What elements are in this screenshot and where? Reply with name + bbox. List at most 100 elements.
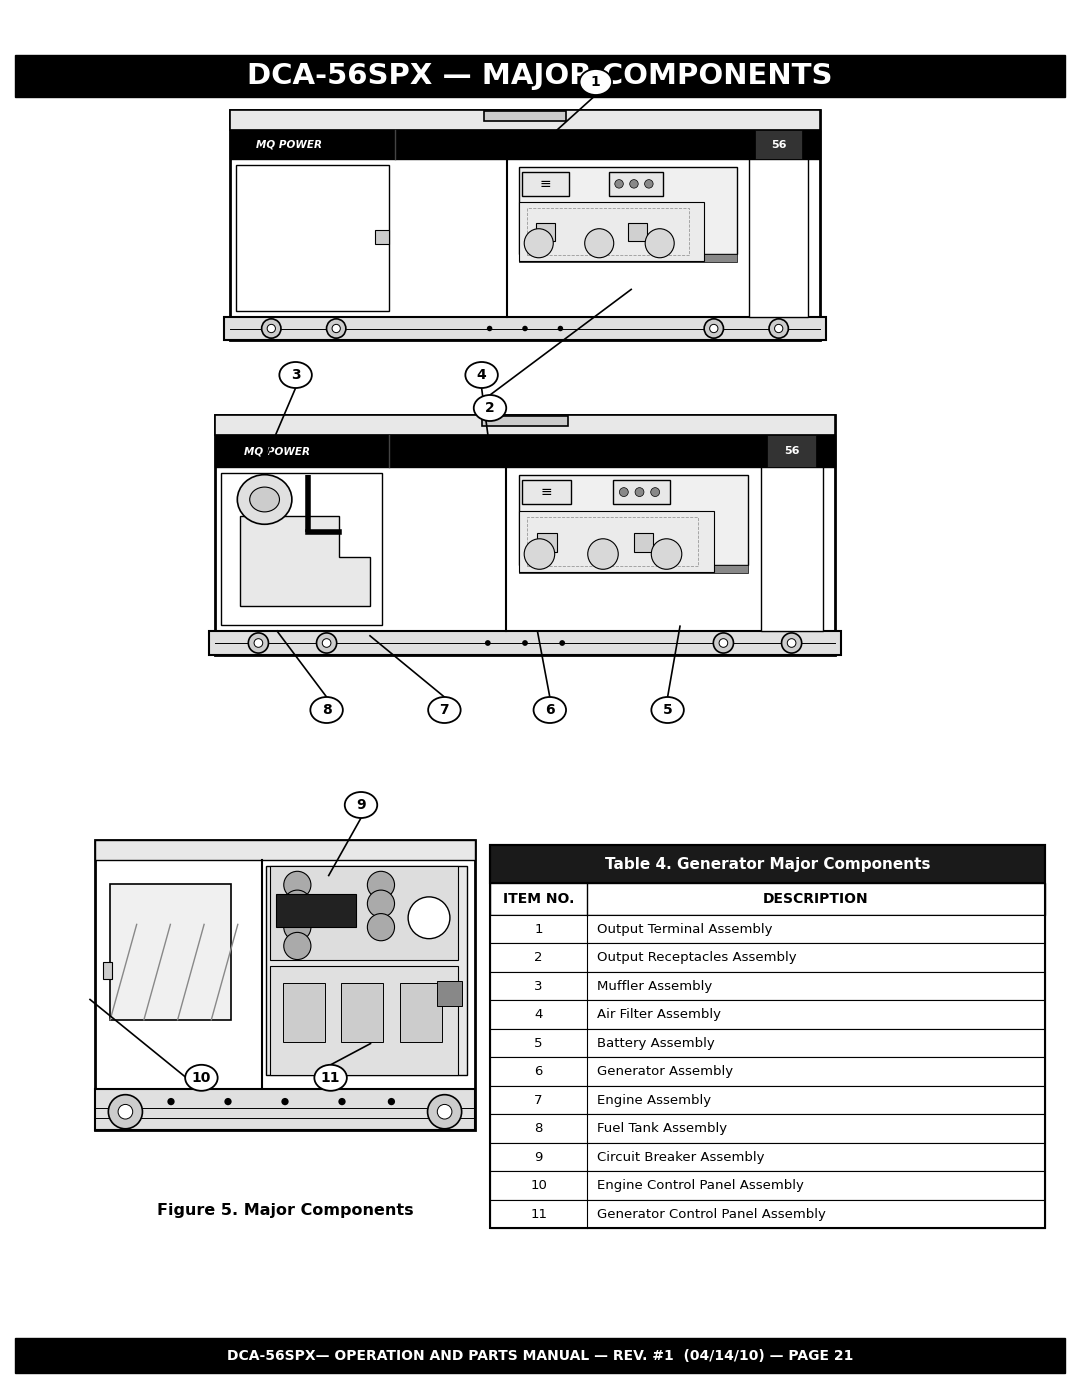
Text: 11: 11: [530, 1207, 548, 1221]
Bar: [634, 532, 653, 552]
Circle shape: [338, 1098, 346, 1105]
Circle shape: [651, 539, 681, 570]
Bar: [522, 479, 571, 504]
Text: Output Receptacles Assembly: Output Receptacles Assembly: [597, 951, 797, 964]
Bar: [490, 943, 1045, 972]
Circle shape: [108, 1095, 143, 1129]
Circle shape: [118, 1105, 133, 1119]
Circle shape: [787, 638, 796, 647]
Circle shape: [437, 1105, 451, 1119]
Text: Generator Control Panel Assembly: Generator Control Panel Assembly: [597, 1207, 826, 1221]
Bar: [215, 436, 835, 467]
Text: 10: 10: [530, 1179, 546, 1192]
Circle shape: [254, 638, 262, 647]
Text: DCA-56SPX — MAJOR COMPONENTS: DCA-56SPX — MAJOR COMPONENTS: [247, 61, 833, 89]
Bar: [490, 845, 1045, 1228]
Bar: [490, 1000, 1045, 1028]
Bar: [95, 1090, 475, 1130]
Circle shape: [719, 638, 728, 647]
Text: 11: 11: [321, 1070, 340, 1085]
Circle shape: [225, 1098, 231, 1105]
Text: 8: 8: [322, 703, 332, 717]
Bar: [225, 317, 826, 339]
Circle shape: [584, 229, 613, 258]
Bar: [490, 1200, 1045, 1228]
Circle shape: [588, 539, 618, 570]
Bar: [490, 1143, 1045, 1171]
Circle shape: [388, 1098, 395, 1105]
Text: 9: 9: [356, 798, 366, 812]
Bar: [490, 1171, 1045, 1200]
Bar: [760, 467, 823, 631]
Text: ITEM NO.: ITEM NO.: [503, 893, 575, 907]
Circle shape: [523, 326, 528, 331]
Bar: [103, 961, 112, 979]
Circle shape: [284, 914, 311, 940]
Circle shape: [282, 1098, 288, 1105]
Circle shape: [167, 1098, 175, 1105]
Text: MQ POWER: MQ POWER: [244, 446, 310, 455]
Circle shape: [326, 319, 346, 338]
Bar: [341, 982, 383, 1042]
Bar: [400, 982, 442, 1042]
Text: 4: 4: [476, 367, 486, 381]
Ellipse shape: [534, 697, 566, 724]
Circle shape: [284, 932, 311, 960]
Bar: [15, 1338, 1065, 1373]
Bar: [613, 479, 670, 504]
Text: Fuel Tank Assembly: Fuel Tank Assembly: [597, 1122, 727, 1136]
Circle shape: [261, 319, 281, 338]
Text: Table 4. Generator Major Components: Table 4. Generator Major Components: [605, 856, 930, 872]
Ellipse shape: [314, 1065, 347, 1091]
Bar: [266, 866, 468, 1074]
Circle shape: [248, 633, 269, 652]
Bar: [490, 972, 1045, 1000]
Bar: [230, 110, 820, 130]
Bar: [519, 566, 747, 573]
Bar: [527, 517, 698, 566]
Circle shape: [774, 324, 783, 332]
Text: MQ POWER: MQ POWER: [256, 140, 322, 149]
Circle shape: [408, 897, 450, 939]
Text: Air Filter Assembly: Air Filter Assembly: [597, 1009, 721, 1021]
Bar: [537, 532, 556, 552]
Bar: [519, 475, 747, 566]
Bar: [490, 1115, 1045, 1143]
Bar: [750, 159, 808, 317]
Bar: [208, 631, 841, 655]
Ellipse shape: [580, 68, 612, 95]
Bar: [490, 883, 1045, 915]
Bar: [522, 172, 569, 196]
Text: Circuit Breaker Assembly: Circuit Breaker Assembly: [597, 1151, 765, 1164]
Ellipse shape: [249, 488, 280, 511]
Circle shape: [651, 488, 660, 496]
Circle shape: [316, 633, 337, 652]
Bar: [276, 894, 356, 928]
Bar: [270, 967, 458, 1074]
Circle shape: [635, 488, 644, 496]
Ellipse shape: [345, 792, 377, 819]
Bar: [110, 883, 231, 1020]
Text: 2: 2: [535, 951, 543, 964]
Ellipse shape: [651, 697, 684, 724]
Circle shape: [332, 324, 340, 332]
Text: ≡: ≡: [541, 485, 552, 499]
Text: 1: 1: [591, 75, 600, 89]
Bar: [767, 436, 816, 467]
Bar: [537, 222, 555, 242]
Text: Generator Assembly: Generator Assembly: [597, 1065, 733, 1078]
Text: 9: 9: [535, 1151, 543, 1164]
Text: 3: 3: [291, 367, 300, 381]
Circle shape: [524, 539, 555, 570]
Bar: [235, 165, 389, 312]
Bar: [519, 511, 714, 573]
Text: 6: 6: [545, 703, 555, 717]
Circle shape: [267, 324, 275, 332]
Bar: [519, 203, 704, 261]
Bar: [482, 416, 568, 426]
Text: DCA-56SPX— OPERATION AND PARTS MANUAL — REV. #1  (04/14/10) — PAGE 21: DCA-56SPX— OPERATION AND PARTS MANUAL — …: [227, 1348, 853, 1362]
Text: 2: 2: [485, 401, 495, 415]
Polygon shape: [240, 515, 370, 606]
Bar: [490, 1085, 1045, 1115]
Circle shape: [645, 229, 674, 258]
